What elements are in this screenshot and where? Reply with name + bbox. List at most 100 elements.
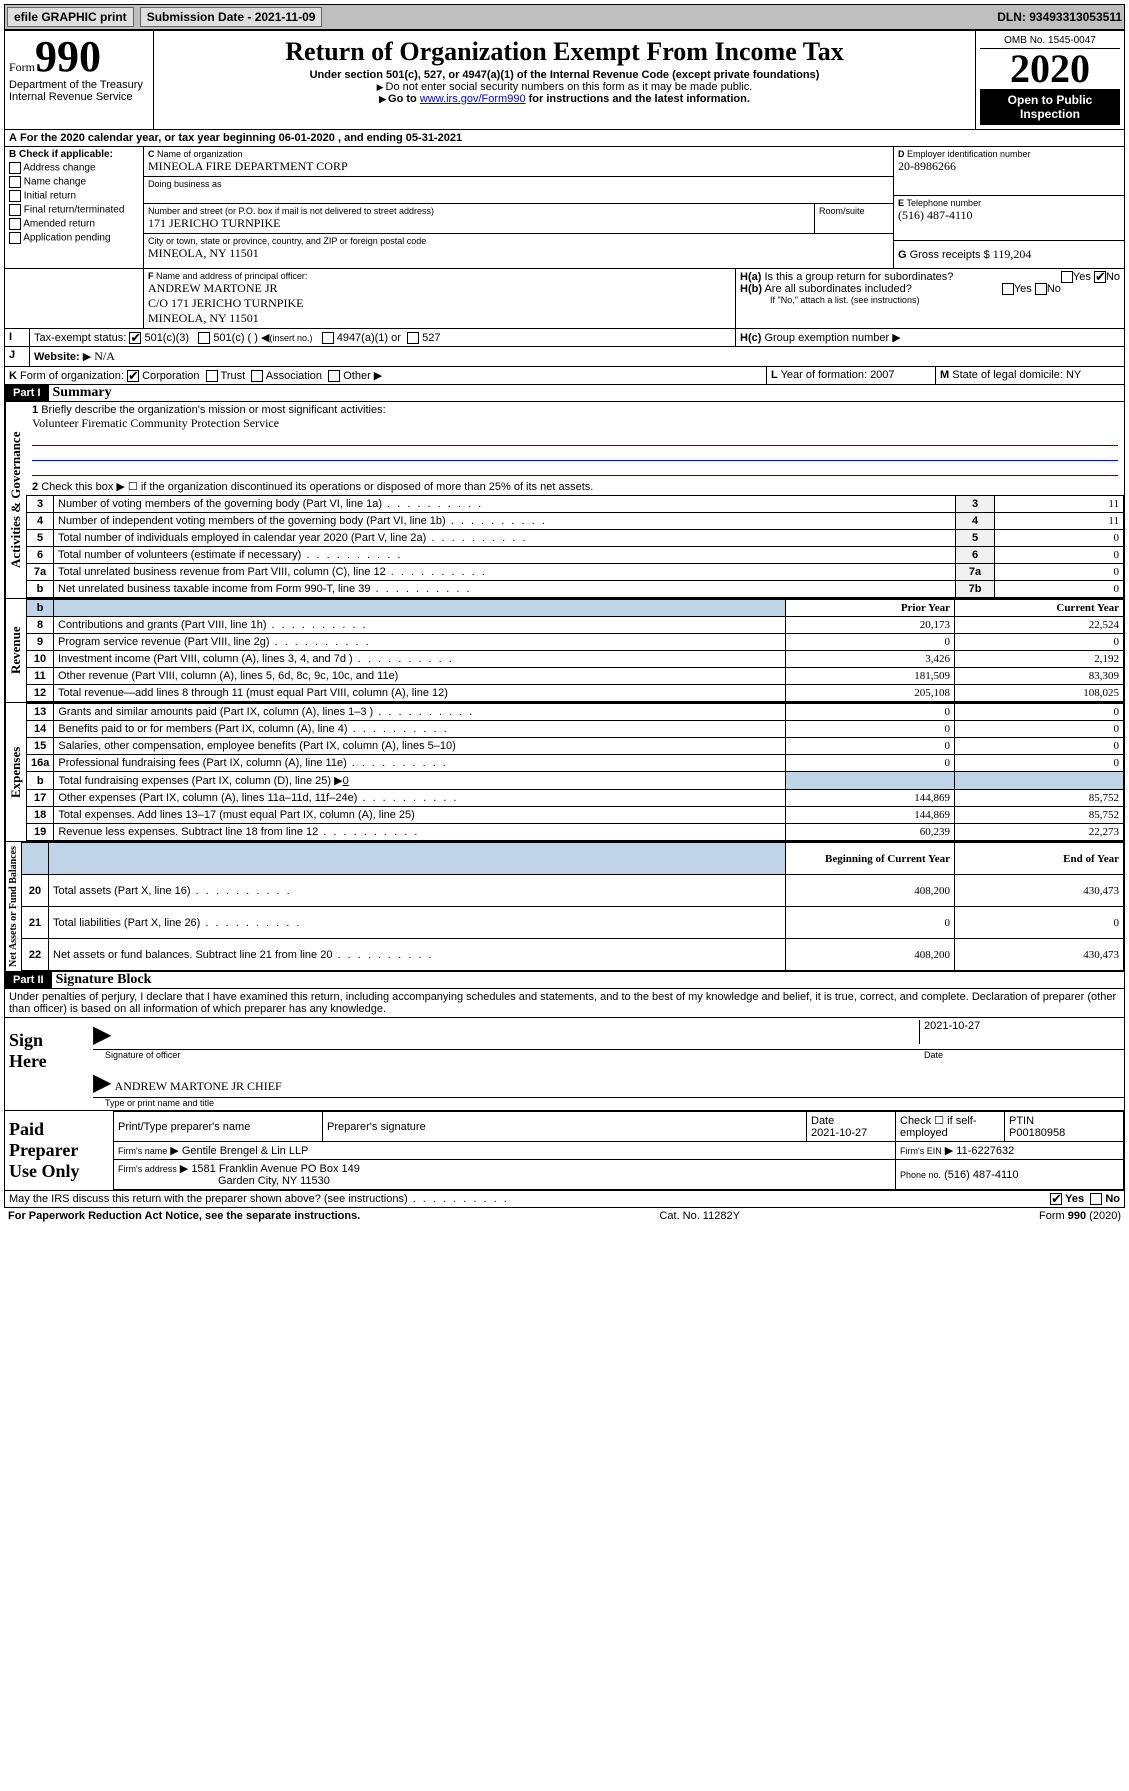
firm-name: Gentile Brengel & Lin LLP xyxy=(182,1145,309,1157)
gov-tab: Activities & Governance xyxy=(5,402,26,598)
cb-address-change[interactable]: Address change xyxy=(9,162,139,174)
line5-value: 0 xyxy=(995,530,1124,547)
firm-addr1: 1581 Franklin Avenue PO Box 149 xyxy=(191,1163,360,1175)
org-name: MINEOLA FIRE DEPARTMENT CORP xyxy=(148,159,889,174)
firm-phone: (516) 487-4110 xyxy=(944,1169,1018,1181)
cb-501c[interactable] xyxy=(198,332,210,344)
cb-other[interactable] xyxy=(328,370,340,382)
ein-label: Employer identification number xyxy=(907,149,1031,159)
cb-name-change[interactable]: Name change xyxy=(9,176,139,188)
line6-value: 0 xyxy=(995,547,1124,564)
line15-label: Salaries, other compensation, employee b… xyxy=(54,738,786,755)
tax-exempt-status: Tax-exempt status: 501(c)(3) 501(c) ( ) … xyxy=(30,329,736,346)
line7b-label: Net unrelated business taxable income fr… xyxy=(54,581,956,598)
line3-label: Number of voting members of the governin… xyxy=(54,496,956,513)
beg-year-hdr: Beginning of Current Year xyxy=(786,843,955,875)
self-employed-label: Check ☐ if self-employed xyxy=(896,1112,1005,1142)
instructions-link-line: Go to www.irs.gov/Form990 for instructio… xyxy=(158,93,971,105)
dept-label: Department of the Treasury Internal Reve… xyxy=(9,79,149,103)
section-bcdefg: B Check if applicable: Address change Na… xyxy=(4,147,1125,269)
form-number: Form990 xyxy=(9,35,149,79)
current-year-hdr: Current Year xyxy=(955,600,1124,617)
line2-label: Check this box ▶ ☐ if the organization d… xyxy=(41,481,593,493)
cb-final-return[interactable]: Final return/terminated xyxy=(9,204,139,216)
year-formation-label: Year of formation: xyxy=(781,369,867,381)
line4-value: 11 xyxy=(995,513,1124,530)
cb-527[interactable] xyxy=(407,332,419,344)
perjury-statement: Under penalties of perjury, I declare th… xyxy=(4,989,1125,1018)
room-label: Room/suite xyxy=(815,204,893,233)
hb-label: Are all subordinates included? xyxy=(764,283,911,295)
ein-value: 20-8986266 xyxy=(898,159,1120,174)
discuss-no[interactable] xyxy=(1090,1193,1102,1205)
line19-label: Revenue less expenses. Subtract line 18 … xyxy=(54,824,786,841)
print-name-label: Type or print name and title xyxy=(105,1098,1124,1108)
cb-assoc[interactable] xyxy=(251,370,263,382)
instructions-link[interactable]: www.irs.gov/Form990 xyxy=(420,93,526,105)
hb-note: If "No," attach a list. (see instruction… xyxy=(740,295,1120,305)
net-tab: Net Assets or Fund Balances xyxy=(5,842,21,971)
officer-label: Name and address of principal officer: xyxy=(156,271,307,281)
cb-initial-return[interactable]: Initial return xyxy=(9,190,139,202)
prep-sig-label: Preparer's signature xyxy=(323,1112,807,1142)
ha-label: Is this a group return for subordinates? xyxy=(764,271,953,283)
website-label: Website: xyxy=(34,351,80,363)
org-form-label: Form of organization: xyxy=(20,370,124,382)
cb-corp[interactable] xyxy=(127,370,139,382)
top-bar: efile GRAPHIC print Submission Date - 20… xyxy=(4,4,1125,30)
section-fh: F Name and address of principal officer:… xyxy=(4,269,1125,329)
hc-label: Group exemption number xyxy=(764,332,889,344)
cb-trust[interactable] xyxy=(206,370,218,382)
form-title: Return of Organization Exempt From Incom… xyxy=(158,37,971,67)
cb-amended[interactable]: Amended return xyxy=(9,218,139,230)
discuss-question: May the IRS discuss this return with the… xyxy=(9,1193,1050,1205)
sign-here-label: Sign Here xyxy=(5,1018,83,1110)
line3-value: 11 xyxy=(995,496,1124,513)
form-footer: Form 990 (2020) xyxy=(1039,1210,1121,1222)
ha-no[interactable] xyxy=(1094,271,1106,283)
line4-label: Number of independent voting members of … xyxy=(54,513,956,530)
line22-label: Net assets or fund balances. Subtract li… xyxy=(49,939,786,971)
line18-label: Total expenses. Add lines 13–17 (must eq… xyxy=(54,807,786,824)
ha-yes[interactable] xyxy=(1061,271,1073,283)
line16b-label: Total fundraising expenses (Part IX, col… xyxy=(54,772,786,790)
tax-year: 2020 xyxy=(980,49,1120,89)
line7a-value: 0 xyxy=(995,564,1124,581)
part2-header: Part II xyxy=(5,972,52,988)
part2-title: Signature Block xyxy=(56,972,152,988)
line8-label: Contributions and grants (Part VIII, lin… xyxy=(54,617,786,634)
line17-label: Other expenses (Part IX, column (A), lin… xyxy=(54,790,786,807)
exp-tab: Expenses xyxy=(5,703,26,841)
hb-no[interactable] xyxy=(1035,283,1047,295)
cb-501c3[interactable] xyxy=(129,332,141,344)
rev-tab: Revenue xyxy=(5,599,26,702)
discuss-yes[interactable] xyxy=(1050,1193,1062,1205)
part1-title: Summary xyxy=(53,385,112,401)
cb-4947[interactable] xyxy=(322,332,334,344)
phone-value: (516) 487-4110 xyxy=(898,208,1120,223)
line20-label: Total assets (Part X, line 16) xyxy=(49,875,786,907)
city-value: MINEOLA, NY 11501 xyxy=(148,246,889,261)
submission-date-button[interactable]: Submission Date - 2021-11-09 xyxy=(140,7,323,27)
line14-label: Benefits paid to or for members (Part IX… xyxy=(54,721,786,738)
cb-app-pending[interactable]: Application pending xyxy=(9,232,139,244)
line7b-value: 0 xyxy=(995,581,1124,598)
firm-ein: 11-6227632 xyxy=(956,1145,1014,1157)
ptin-value: P00180958 xyxy=(1009,1127,1065,1139)
firm-addr2: Garden City, NY 11530 xyxy=(118,1175,330,1187)
line12-label: Total revenue—add lines 8 through 11 (mu… xyxy=(54,685,786,702)
gross-label: Gross receipts $ xyxy=(910,249,990,261)
officer-addr2: MINEOLA, NY 11501 xyxy=(148,311,731,326)
line21-label: Total liabilities (Part X, line 26) xyxy=(49,907,786,939)
line13-label: Grants and similar amounts paid (Part IX… xyxy=(54,704,786,721)
efile-button[interactable]: efile GRAPHIC print xyxy=(7,7,134,27)
cat-number: Cat. No. 11282Y xyxy=(659,1210,740,1222)
privacy-note: Do not enter social security numbers on … xyxy=(158,81,971,93)
gross-value: 119,204 xyxy=(993,247,1032,261)
line6-label: Total number of volunteers (estimate if … xyxy=(54,547,956,564)
tax-period: A For the 2020 calendar year, or tax yea… xyxy=(4,130,1125,147)
mission-text: Volunteer Firematic Community Protection… xyxy=(32,416,279,430)
part1-header: Part I xyxy=(5,385,49,401)
domicile-label: State of legal domicile: xyxy=(952,369,1063,381)
hb-yes[interactable] xyxy=(1002,283,1014,295)
